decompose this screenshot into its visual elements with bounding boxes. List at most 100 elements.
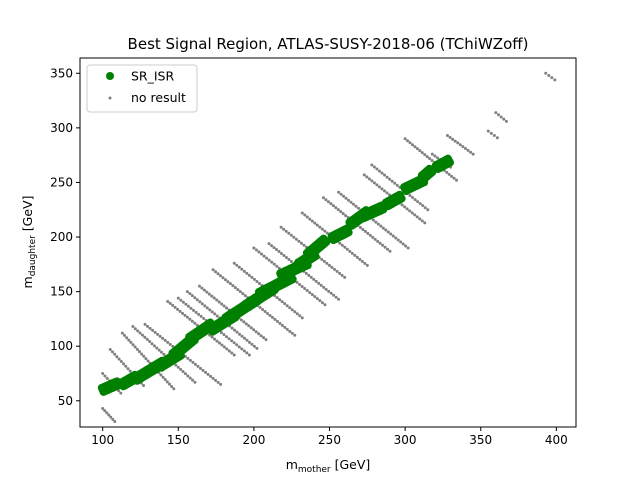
no-result-point xyxy=(340,243,344,247)
no-result-point xyxy=(220,302,224,306)
no-result-point xyxy=(173,305,177,309)
no-result-point xyxy=(220,343,224,347)
no-result-point xyxy=(375,183,379,187)
no-result-point xyxy=(313,295,317,299)
no-result-point xyxy=(167,382,171,386)
x-tick-label: 100 xyxy=(91,433,114,447)
no-result-point xyxy=(388,177,392,181)
no-result-point xyxy=(193,296,197,300)
no-result-point xyxy=(314,279,318,283)
no-result-point xyxy=(238,332,242,336)
no-result-point xyxy=(377,185,381,189)
no-result-point xyxy=(332,267,336,271)
no-result-point xyxy=(343,245,347,249)
no-result-point xyxy=(257,281,261,285)
no-result-point xyxy=(245,271,249,275)
no-result-point xyxy=(416,200,420,204)
no-result-point xyxy=(345,247,349,251)
no-result-point xyxy=(189,306,193,310)
x-tick-label: 250 xyxy=(318,433,341,447)
no-result-point xyxy=(227,337,231,341)
no-result-point xyxy=(163,338,167,342)
no-result-point xyxy=(348,249,352,253)
no-result-point xyxy=(370,163,374,167)
no-result-point xyxy=(325,261,329,265)
no-result-point xyxy=(181,300,185,304)
no-result-point xyxy=(274,248,278,252)
no-result-point xyxy=(336,208,340,212)
no-result-point xyxy=(279,252,283,256)
no-result-point xyxy=(110,350,114,354)
no-result-point xyxy=(553,78,557,82)
no-result-point xyxy=(391,234,395,238)
no-result-point xyxy=(195,298,199,302)
no-result-point xyxy=(363,229,367,233)
no-result-point xyxy=(235,343,239,347)
no-result-point xyxy=(338,271,342,275)
no-result-point xyxy=(275,296,279,300)
no-result-point xyxy=(168,342,172,346)
no-result-point xyxy=(206,372,210,376)
no-result-point xyxy=(202,316,206,320)
y-axis-label-subscript: daughter xyxy=(28,235,38,276)
no-result-point xyxy=(108,347,112,351)
no-result-point xyxy=(122,362,126,366)
no-result-point xyxy=(423,221,427,225)
no-result-point xyxy=(176,296,180,300)
no-result-point xyxy=(157,348,161,352)
x-axis-ticks: 100 150 200 250 300 350 400 xyxy=(91,427,568,447)
no-result-point xyxy=(295,312,299,316)
no-result-point xyxy=(245,351,249,355)
no-result-point xyxy=(458,143,462,147)
no-result-point xyxy=(408,194,412,198)
no-result-point xyxy=(270,315,274,319)
no-result-point xyxy=(323,229,327,233)
no-result-point xyxy=(223,278,227,282)
no-result-point xyxy=(381,226,385,230)
no-result-point xyxy=(158,334,162,338)
no-result-point xyxy=(155,346,159,350)
no-result-point xyxy=(215,339,219,343)
no-result-point xyxy=(327,263,331,267)
no-result-point xyxy=(413,213,417,217)
no-result-point xyxy=(325,231,329,235)
no-result-point xyxy=(330,265,334,269)
no-result-point xyxy=(365,263,369,267)
no-result-point xyxy=(159,373,163,377)
no-result-point xyxy=(150,342,154,346)
no-result-point xyxy=(176,365,180,369)
x-axis-label-unit: [GeV] xyxy=(331,457,371,472)
no-result-point xyxy=(142,384,146,388)
no-result-point xyxy=(451,137,455,141)
no-result-point xyxy=(145,337,149,341)
no-result-point xyxy=(461,145,465,149)
no-result-point xyxy=(204,370,208,374)
no-result-point xyxy=(183,372,187,376)
no-result-point xyxy=(211,268,215,272)
no-result-point xyxy=(222,345,226,349)
no-result-point xyxy=(323,303,327,307)
x-tick-label: 350 xyxy=(469,433,492,447)
no-result-point xyxy=(376,239,380,243)
no-result-point xyxy=(294,237,298,241)
no-result-point xyxy=(186,374,190,378)
no-result-point xyxy=(320,301,324,305)
no-result-point xyxy=(231,284,235,288)
no-result-point xyxy=(420,219,424,223)
no-result-point xyxy=(351,202,355,206)
no-result-point xyxy=(418,202,422,206)
no-result-point xyxy=(129,340,133,344)
no-result-point xyxy=(309,275,313,279)
no-result-point xyxy=(213,312,217,316)
no-result-point xyxy=(203,304,207,308)
no-result-point xyxy=(308,217,312,221)
no-result-point xyxy=(166,340,170,344)
no-result-point xyxy=(214,270,218,274)
no-result-point xyxy=(423,153,427,157)
y-axis-label-base: m xyxy=(20,276,35,288)
no-result-point xyxy=(380,171,384,175)
no-result-point xyxy=(211,376,215,380)
no-result-point xyxy=(176,307,180,311)
no-result-point xyxy=(188,292,192,296)
no-result-point xyxy=(373,237,377,241)
